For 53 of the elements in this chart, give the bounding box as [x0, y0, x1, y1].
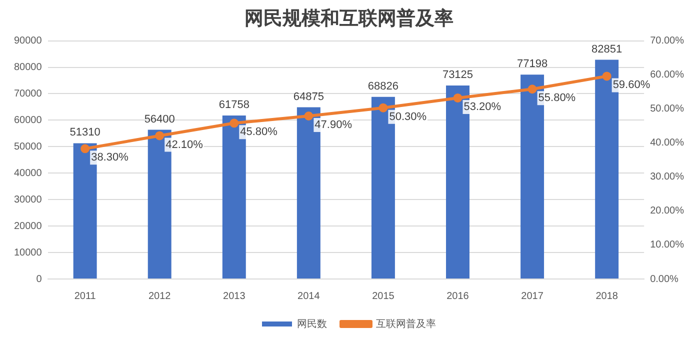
x-tick-label: 2017	[521, 290, 544, 302]
point	[528, 84, 537, 94]
legend-label: 网民数	[297, 318, 327, 330]
data-label: 77198	[516, 58, 548, 70]
y2-tick-label: 10.00%	[650, 240, 684, 251]
point	[602, 72, 612, 81]
x-tick-label: 2014	[298, 290, 320, 302]
x-tick-label: 2015	[372, 290, 395, 302]
x-tick-label: 2016	[446, 290, 470, 302]
x-tick-label: 2013	[223, 290, 246, 302]
data-label: 53.20%	[464, 101, 502, 113]
y-tick-label: 20000	[14, 220, 42, 232]
y-tick-label: 60000	[14, 114, 42, 126]
y-tick-label: 40000	[14, 168, 42, 179]
data-label: 59.60%	[612, 79, 650, 92]
point	[230, 118, 239, 128]
x-tick-label: 2011	[74, 290, 96, 302]
data-label: 61758	[218, 99, 250, 112]
data-label: 64875	[293, 90, 324, 103]
y-tick-label: 10000	[14, 247, 42, 258]
point	[155, 131, 164, 140]
y2-tick-label: 20.00%	[650, 206, 684, 217]
point	[80, 144, 90, 154]
data-label: 45.80%	[240, 126, 278, 138]
point	[453, 93, 462, 102]
y-tick-label: 0	[36, 274, 42, 285]
data-label: 38.30%	[91, 152, 129, 164]
y-tick-label: 70000	[14, 88, 42, 100]
y2-tick-label: 40.00%	[650, 138, 684, 149]
data-label: 55.80%	[538, 92, 576, 104]
y2-tick-label: 70.00%	[650, 36, 684, 47]
data-label: 73125	[442, 68, 474, 81]
y-tick-label: 30000	[14, 194, 42, 206]
data-label: 47.90%	[314, 119, 352, 132]
data-label: 50.30%	[389, 110, 427, 123]
y-tick-label: 90000	[14, 36, 42, 47]
point	[304, 112, 314, 121]
y2-tick-label: 0.00%	[650, 274, 679, 285]
y-tick-label: 80000	[14, 62, 42, 74]
y-tick-label: 50000	[14, 141, 42, 152]
x-tick-label: 2012	[148, 290, 172, 302]
data-label: 51310	[70, 126, 100, 139]
data-label: 42.10%	[166, 138, 204, 151]
data-label: 68826	[368, 80, 399, 92]
y2-tick-label: 50.00%	[650, 104, 684, 115]
y2-tick-label: 60.00%	[650, 70, 684, 81]
data-label: 82851	[592, 43, 622, 56]
y2-tick-label: 30.00%	[650, 172, 684, 183]
legend-label: 互联网普及率	[376, 318, 436, 330]
point	[378, 103, 388, 112]
data-label: 56400	[144, 113, 175, 126]
chart-title: 网民规模和互联网普及率	[244, 7, 454, 30]
x-tick-label: 2018	[596, 290, 618, 302]
